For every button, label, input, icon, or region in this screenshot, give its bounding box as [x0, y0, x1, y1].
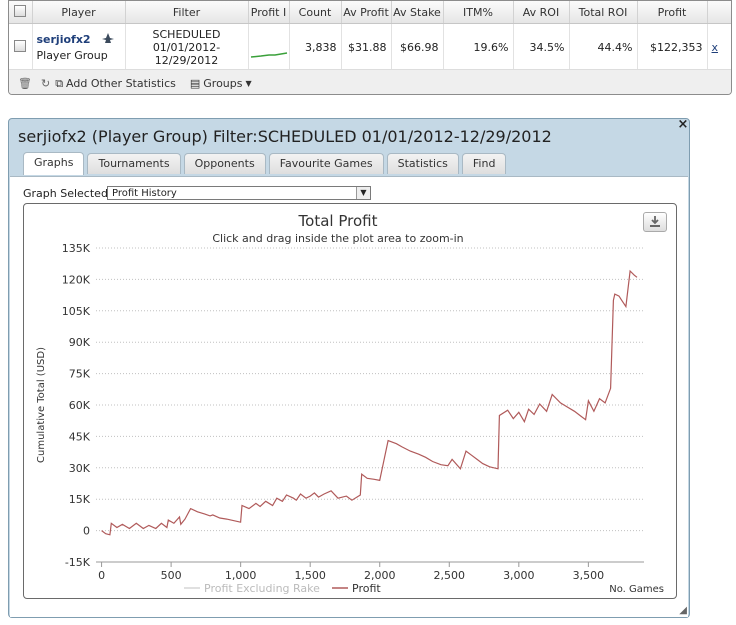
- av-roi-value: 34.5%: [513, 23, 570, 72]
- column-header-itm[interactable]: ITM%: [443, 1, 514, 24]
- select-all-checkbox[interactable]: [9, 1, 33, 24]
- y-tick-label: 0: [83, 525, 90, 538]
- profit-sparkline: [250, 52, 287, 58]
- refresh-icon[interactable]: ↻: [40, 77, 51, 90]
- graph-select-value: Profit History: [112, 188, 177, 199]
- player-graph-dialog: serjiofx2 (Player Group) Filter:SCHEDULE…: [8, 118, 690, 618]
- x-tick-label: 2,500: [434, 569, 466, 582]
- close-icon[interactable]: ×: [677, 117, 689, 132]
- y-tick-label: 15K: [69, 493, 91, 506]
- filter-date-end: 12/29/2012: [154, 54, 219, 67]
- chevron-down-icon: ▼: [356, 187, 370, 199]
- chart-container: Total Profit Click and drag inside the pl…: [23, 203, 677, 599]
- player-cell: serjiofx2 Player Group: [32, 23, 126, 72]
- y-axis-title: Cumulative Total (USD): [36, 347, 47, 463]
- tab-graphs[interactable]: Graphs: [23, 152, 85, 175]
- chevron-down-icon: ▼: [245, 79, 252, 88]
- delete-icon[interactable]: 🗑: [18, 77, 32, 90]
- download-button[interactable]: [643, 212, 667, 232]
- column-header-total-roi[interactable]: Total ROI: [569, 1, 638, 24]
- row-remove-link[interactable]: x: [707, 23, 731, 72]
- profit-chart[interactable]: Total Profit Click and drag inside the pl…: [24, 204, 676, 598]
- x-tick-label: 3,000: [503, 569, 535, 582]
- groups-icon: ▤: [189, 77, 201, 90]
- tab-statistics[interactable]: Statistics: [386, 153, 459, 174]
- series-line-profit: [101, 269, 638, 536]
- player-group-icon: [101, 33, 114, 43]
- x-tick-label: 2,000: [364, 569, 396, 582]
- graph-select-dropdown[interactable]: Profit History ▼: [107, 186, 371, 200]
- column-header-profit-graph[interactable]: Profit I: [248, 1, 290, 24]
- y-tick-label: -15K: [65, 556, 91, 569]
- table-row[interactable]: serjiofx2 Player Group SCHEDULED 01/01/2…: [9, 23, 731, 72]
- itm-value: 19.6%: [443, 23, 514, 72]
- table-header-row: Player Filter Profit I Count Av Profit A…: [9, 1, 731, 24]
- y-tick-label: 135K: [62, 242, 91, 255]
- filter-type: SCHEDULED: [152, 28, 221, 41]
- av-stake-value: $66.98: [391, 23, 444, 72]
- filter-date-start: 01/01/2012-: [152, 41, 221, 54]
- statistics-toolbar: 🗑 ↻ ⧉ Add Other Statistics ▤ Groups ▼: [9, 69, 731, 94]
- tab-bar: Graphs Tournaments Opponents Favourite G…: [23, 152, 507, 175]
- profit-sparkline-cell: [248, 23, 290, 72]
- download-icon: [650, 216, 660, 227]
- column-header-filter[interactable]: Filter: [125, 1, 249, 24]
- column-header-av-roi[interactable]: Av ROI: [513, 1, 570, 24]
- graph-selected-label: Graph Selected:: [23, 187, 112, 200]
- y-tick-label: 120K: [62, 273, 91, 286]
- filter-cell: SCHEDULED 01/01/2012- 12/29/2012: [125, 23, 249, 72]
- chart-subtitle: Click and drag inside the plot area to z…: [212, 232, 463, 245]
- groups-dropdown[interactable]: ▤ Groups ▼: [190, 77, 252, 90]
- player-name-link[interactable]: serjiofx2: [36, 32, 91, 46]
- legend-label-profit-excluding-rake: Profit Excluding Rake: [204, 582, 320, 595]
- player-type-label: Player Group: [36, 48, 108, 62]
- row-checkbox[interactable]: [9, 23, 33, 72]
- add-other-statistics-label: Add Other Statistics: [66, 77, 176, 90]
- add-statistics-icon: ⧉: [55, 76, 64, 90]
- count-value: 3,838: [289, 23, 342, 72]
- dialog-body: Graph Selected: Profit History ▼ Total P…: [10, 176, 688, 617]
- column-header-av-profit[interactable]: Av Profit: [341, 1, 392, 24]
- column-header-profit[interactable]: Profit: [637, 1, 708, 24]
- x-tick-label: 1,000: [225, 569, 257, 582]
- x-tick-label: 500: [161, 569, 182, 582]
- chart-title: Total Profit: [298, 212, 378, 230]
- add-other-statistics-button[interactable]: ⧉ Add Other Statistics: [55, 77, 176, 91]
- x-tick-label: 0: [98, 569, 105, 582]
- y-tick-label: 75K: [69, 368, 91, 381]
- statistics-table: Player Filter Profit I Count Av Profit A…: [9, 1, 731, 72]
- y-tick-label: 30K: [69, 462, 91, 475]
- av-profit-value: $31.88: [341, 23, 392, 72]
- tab-tournaments[interactable]: Tournaments: [87, 153, 181, 174]
- tab-find[interactable]: Find: [461, 153, 507, 174]
- total-roi-value: 44.4%: [569, 23, 638, 72]
- statistics-panel: Player Filter Profit I Count Av Profit A…: [8, 0, 732, 95]
- dialog-title: serjiofx2 (Player Group) Filter:SCHEDULE…: [18, 127, 552, 146]
- column-header-count[interactable]: Count: [289, 1, 342, 24]
- x-tick-label: 1,500: [294, 569, 326, 582]
- groups-label: Groups: [203, 77, 243, 90]
- profit-value: $122,353: [637, 23, 708, 72]
- column-header-av-stake[interactable]: Av Stake: [391, 1, 444, 24]
- resize-grip-icon[interactable]: ◢: [679, 605, 687, 616]
- y-tick-label: 105K: [62, 305, 91, 318]
- column-header-player[interactable]: Player: [32, 1, 126, 24]
- x-tick-label: 3,500: [573, 569, 605, 582]
- tab-favourite-games[interactable]: Favourite Games: [268, 153, 384, 174]
- x-axis-title: No. Games: [609, 584, 664, 595]
- column-header-extra: [707, 1, 731, 24]
- legend-label-profit: Profit: [352, 582, 381, 595]
- y-tick-label: 60K: [69, 399, 91, 412]
- y-tick-label: 45K: [69, 430, 91, 443]
- tab-opponents[interactable]: Opponents: [183, 153, 266, 174]
- y-tick-label: 90K: [69, 336, 91, 349]
